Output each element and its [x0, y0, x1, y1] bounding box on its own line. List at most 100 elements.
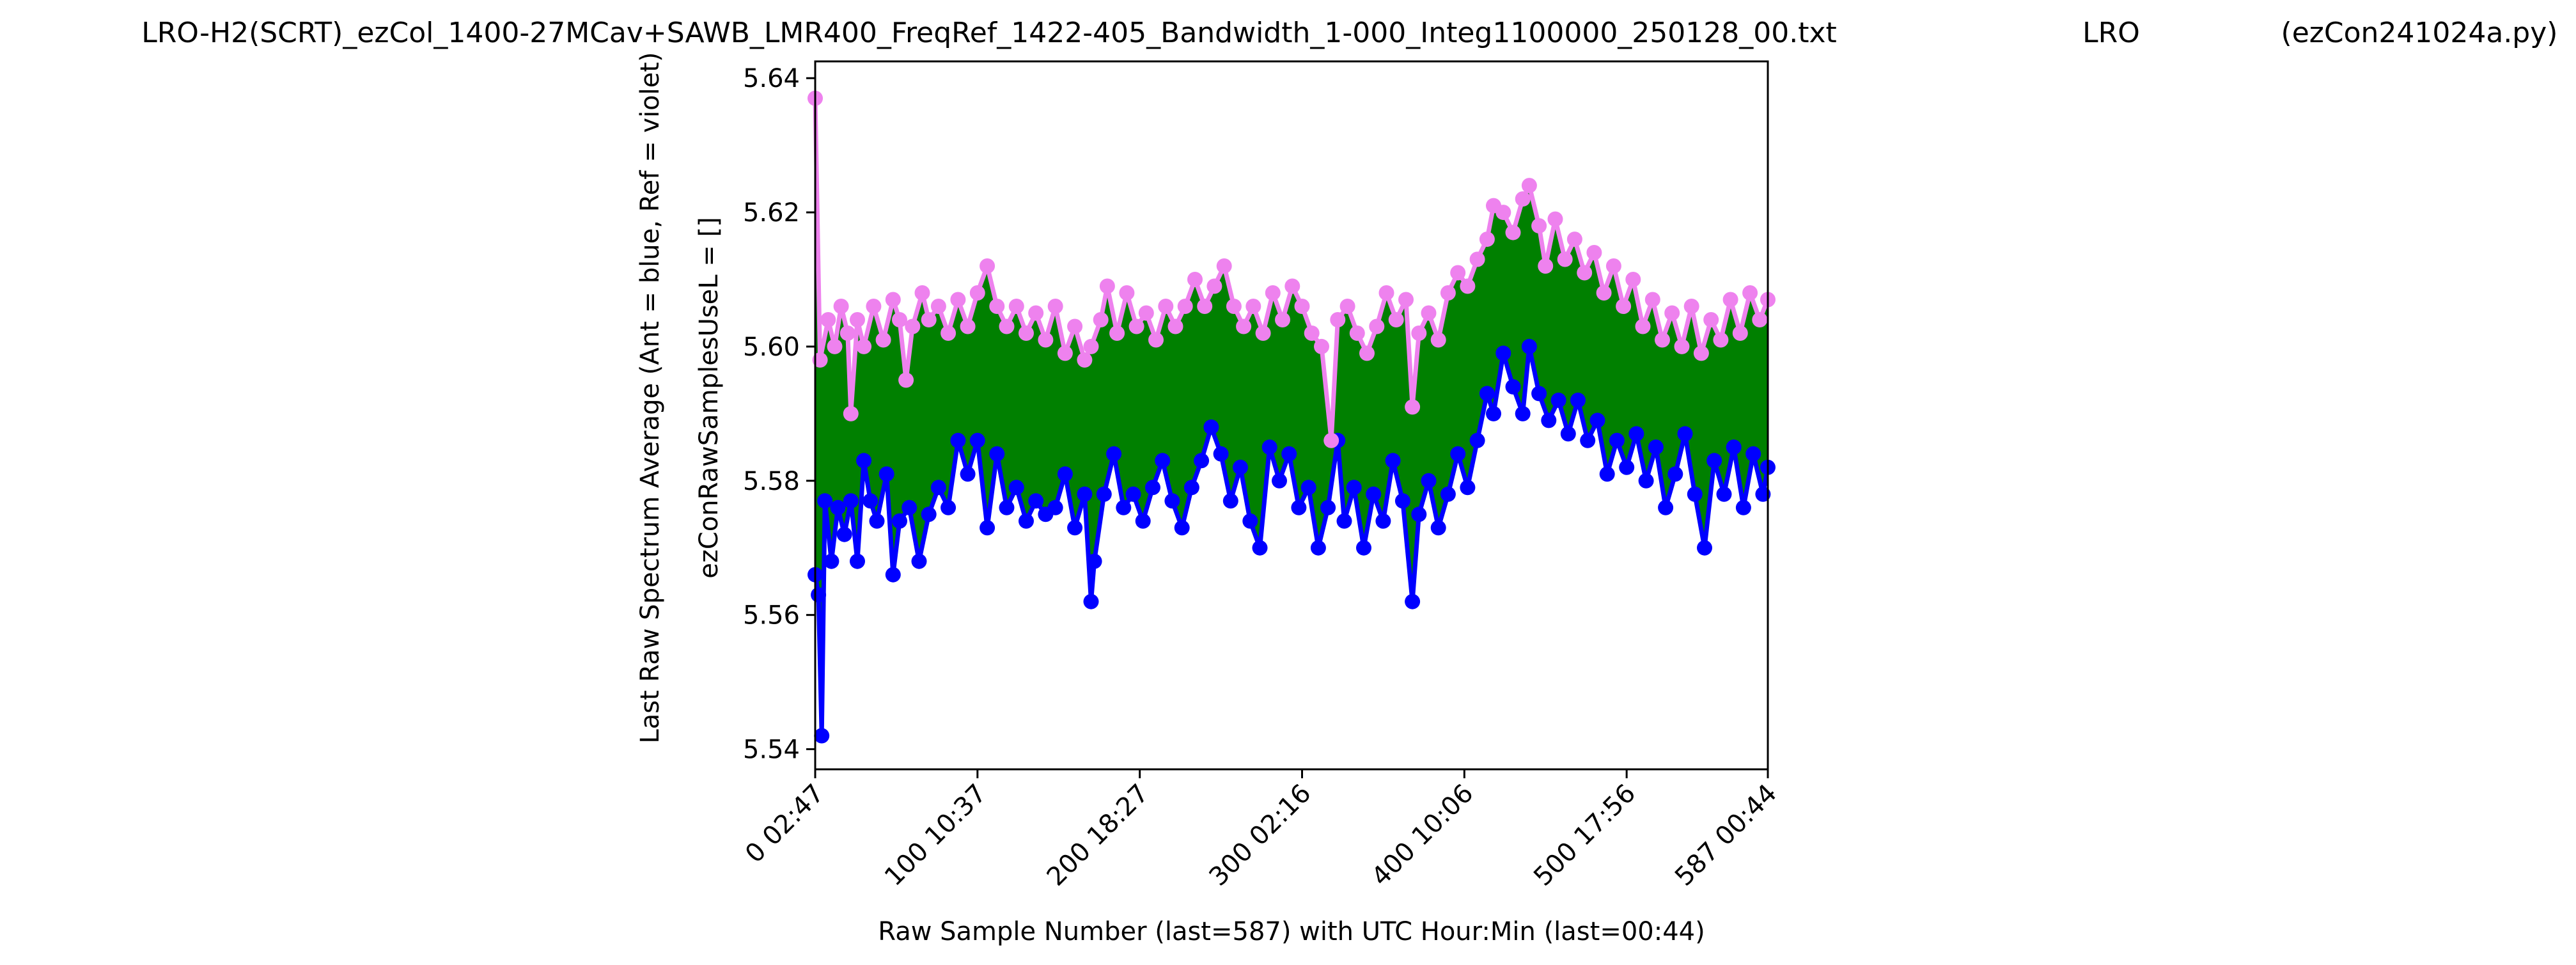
data-point: [1158, 299, 1174, 314]
data-point: [830, 499, 846, 515]
data-point: [869, 513, 885, 529]
y-axis-label-secondary: ezConRawSamplesUseL = []: [694, 217, 724, 579]
data-point: [885, 567, 901, 583]
data-point: [1008, 299, 1024, 314]
data-point: [1735, 499, 1751, 515]
data-point: [1655, 332, 1670, 348]
chart-title-filename: LRO-H2(SCRT)_ezCol_1400-27MCav+SAWB_LMR4…: [141, 17, 1837, 49]
data-point: [960, 318, 976, 334]
data-point: [1019, 326, 1034, 341]
data-point: [1323, 432, 1339, 448]
data-point: [1388, 312, 1404, 327]
data-point: [1570, 392, 1586, 408]
data-point: [989, 299, 1005, 314]
data-point: [921, 312, 937, 327]
data-point: [1648, 439, 1664, 455]
data-point: [1752, 312, 1768, 327]
data-point: [1275, 312, 1290, 327]
data-point: [1616, 299, 1632, 314]
data-point: [1304, 326, 1320, 341]
chart-title-station: LRO: [2082, 17, 2140, 49]
data-point: [999, 318, 1015, 334]
data-point: [836, 526, 852, 542]
data-point: [1635, 318, 1651, 334]
data-point: [1177, 299, 1193, 314]
data-point: [1167, 318, 1183, 334]
data-point: [1109, 326, 1125, 341]
data-point: [1135, 513, 1151, 529]
data-point: [1469, 251, 1485, 267]
data-point: [1359, 345, 1375, 361]
data-point: [1265, 285, 1281, 301]
y-tick-label: 5.54: [743, 735, 800, 765]
data-point: [1450, 446, 1466, 462]
data-point: [1495, 345, 1511, 361]
data-point: [1589, 412, 1605, 428]
data-point: [950, 292, 966, 308]
data-point: [1722, 292, 1738, 308]
data-point: [1703, 312, 1719, 327]
data-point: [1505, 379, 1521, 395]
data-point: [1174, 520, 1190, 536]
y-axis-ticks: 5.54 5.56 5.58 5.60 5.62 5.64: [743, 64, 815, 765]
data-point: [950, 432, 966, 448]
data-point: [1580, 432, 1596, 448]
data-point: [820, 312, 836, 327]
data-point: [1339, 299, 1355, 314]
series-reference: [808, 90, 1776, 448]
data-point: [1726, 439, 1742, 455]
data-point: [1019, 513, 1034, 529]
series-antenna: [808, 338, 1776, 744]
data-point: [1093, 312, 1109, 327]
data-point: [1047, 299, 1063, 314]
data-point: [1599, 466, 1615, 482]
data-point: [1067, 318, 1083, 334]
fill-between-area: [815, 98, 1768, 736]
data-point: [1557, 251, 1573, 267]
data-point: [1028, 305, 1044, 321]
data-point: [1619, 459, 1635, 475]
data-point: [1086, 553, 1102, 569]
data-point: [941, 326, 956, 341]
data-point: [1300, 480, 1316, 496]
data-point: [1411, 326, 1427, 341]
data-point: [1291, 499, 1307, 515]
data-point: [892, 513, 907, 529]
data-point: [1067, 520, 1083, 536]
data-point: [1206, 278, 1222, 294]
series-line: [813, 98, 1770, 443]
data-point: [1378, 285, 1394, 301]
data-point: [1320, 499, 1336, 515]
data-point: [1314, 338, 1329, 354]
data-point: [1398, 292, 1414, 308]
data-point: [1083, 593, 1099, 609]
data-point: [1515, 405, 1531, 421]
data-point: [850, 553, 865, 569]
data-point: [1628, 426, 1644, 442]
data-point: [1096, 486, 1112, 502]
data-point: [1216, 258, 1232, 274]
data-point: [1460, 480, 1476, 496]
data-point: [843, 405, 859, 421]
data-point: [1430, 332, 1446, 348]
data-point: [1560, 426, 1576, 442]
data-point: [930, 480, 946, 496]
data-point: [1596, 285, 1612, 301]
data-point: [1349, 326, 1365, 341]
y-tick-label: 5.60: [743, 333, 800, 362]
data-point: [960, 466, 976, 482]
data-point: [1469, 432, 1485, 448]
data-point: [1605, 258, 1621, 274]
data-point: [1716, 486, 1732, 502]
data-point: [1755, 486, 1771, 502]
data-point: [905, 318, 921, 334]
data-point: [1222, 493, 1238, 509]
data-point: [1521, 178, 1537, 194]
data-point: [1336, 513, 1352, 529]
data-point: [1405, 593, 1421, 609]
data-point: [839, 326, 855, 341]
data-point: [1421, 305, 1437, 321]
data-point: [811, 587, 827, 603]
data-point: [1083, 338, 1099, 354]
data-point: [856, 453, 872, 469]
